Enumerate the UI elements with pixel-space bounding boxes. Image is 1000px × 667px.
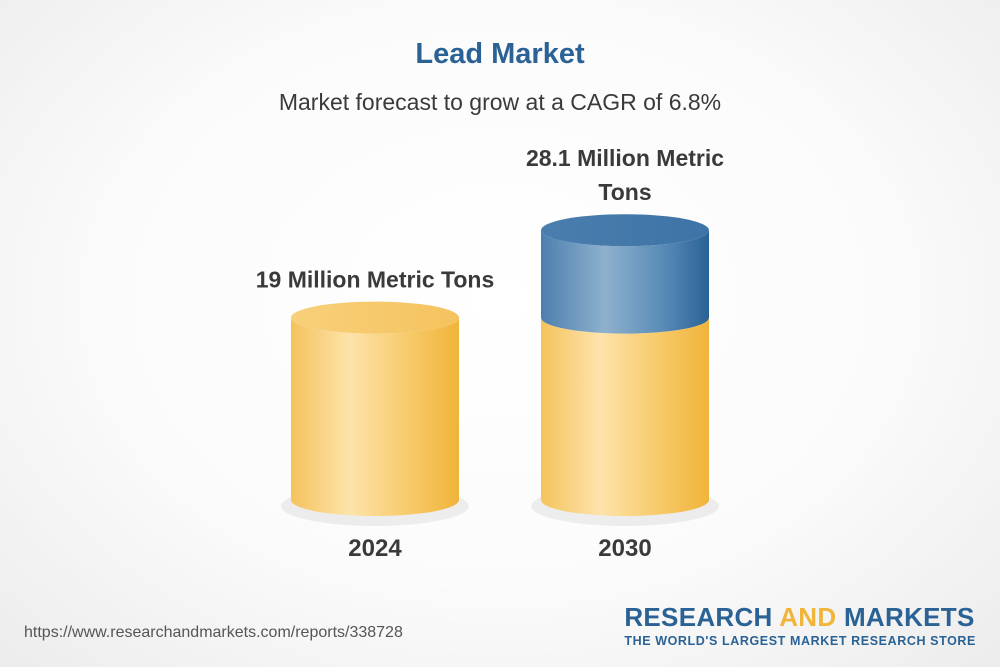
source-url[interactable]: https://www.researchandmarkets.com/repor… bbox=[24, 624, 403, 641]
bar-base-2024 bbox=[291, 317, 459, 516]
brand-name: RESEARCH AND MARKETS bbox=[624, 602, 976, 632]
brand-research: RESEARCH bbox=[624, 602, 773, 632]
category-label-2030: 2030 bbox=[598, 535, 651, 562]
brand-markets: MARKETS bbox=[843, 602, 975, 632]
labels-group: 19 Million Metric Tons 2024 28.1 Million M… bbox=[256, 145, 725, 562]
chart-title: Lead Market bbox=[415, 38, 585, 70]
chart-subtitle: Market forecast to grow at a CAGR of 6.8… bbox=[278, 89, 722, 115]
bar-top-2024 bbox=[291, 301, 459, 334]
brand-logo[interactable]: RESEARCH AND MARKETS THE WORLD'S LARGEST… bbox=[624, 602, 976, 648]
data-label-2030: 28.1 Million Metric Tons bbox=[526, 145, 724, 205]
bar-base-2030 bbox=[541, 317, 709, 516]
category-label-2024: 2024 bbox=[348, 535, 402, 562]
cylinders-group bbox=[281, 214, 719, 526]
brand-and: AND bbox=[779, 602, 837, 632]
bar-growth-2030 bbox=[541, 230, 709, 334]
brand-tagline: THE WORLD'S LARGEST MARKET RESEARCH STOR… bbox=[624, 634, 976, 648]
bar-top-2030 bbox=[541, 214, 709, 247]
data-label-2024: 19 Million Metric Tons bbox=[256, 267, 495, 293]
